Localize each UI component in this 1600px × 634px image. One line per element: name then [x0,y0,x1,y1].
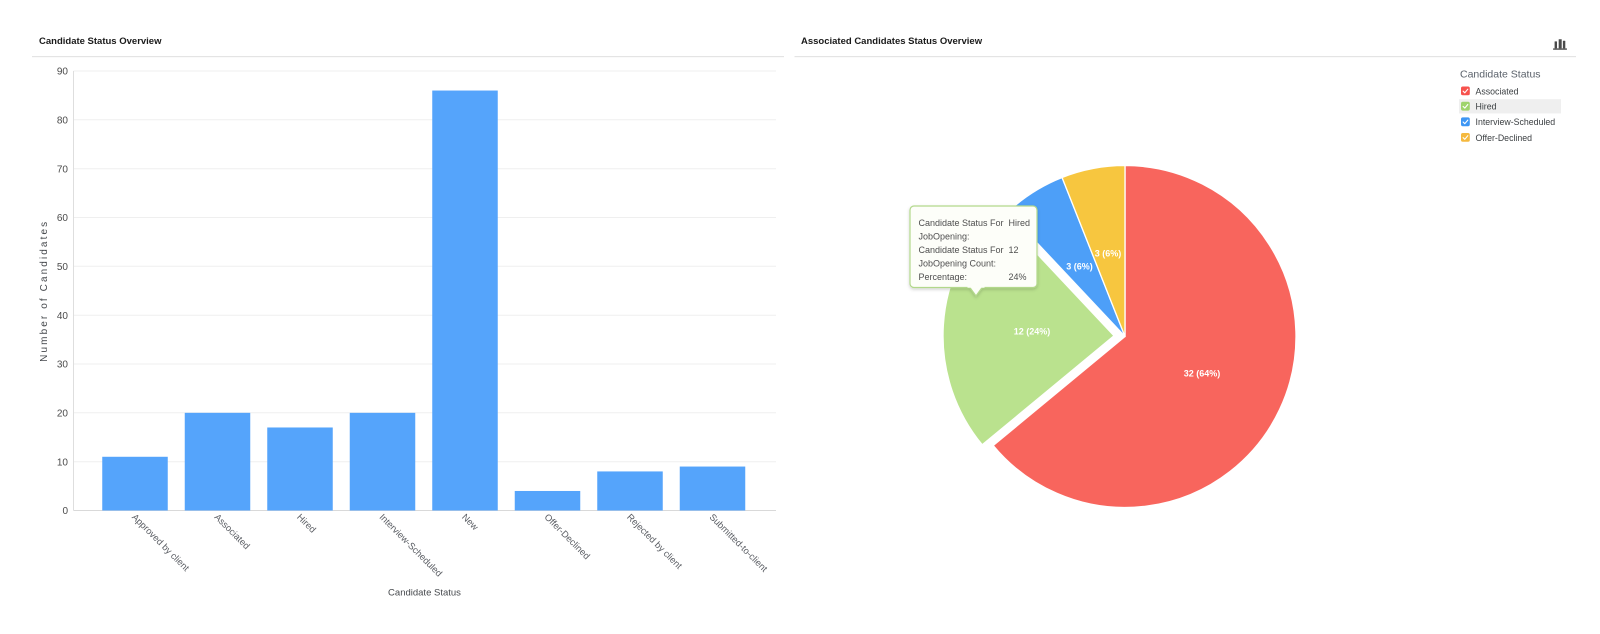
svg-text:Candidate Status For: Candidate Status For [919,245,1004,255]
svg-text:24%: 24% [1009,272,1027,282]
svg-text:Associated Candidates Status O: Associated Candidates Status Overview [801,36,983,47]
svg-text:10: 10 [57,457,69,468]
svg-text:Interview-Scheduled: Interview-Scheduled [1476,117,1556,127]
svg-text:JobOpening:: JobOpening: [919,232,970,242]
svg-text:50: 50 [57,262,69,273]
svg-text:JobOpening Count:: JobOpening Count: [919,259,997,269]
svg-text:Candidate Status Overview: Candidate Status Overview [39,36,162,47]
svg-text:Hired: Hired [1476,102,1497,112]
svg-text:Candidate Status For: Candidate Status For [919,218,1004,228]
svg-text:30: 30 [57,360,69,371]
svg-text:Offer-Declined: Offer-Declined [1476,133,1533,143]
svg-text:0: 0 [62,506,68,517]
svg-text:Associated: Associated [1476,86,1519,96]
svg-text:70: 70 [57,164,69,175]
svg-text:32 (64%): 32 (64%) [1184,369,1221,379]
svg-text:40: 40 [57,311,69,322]
svg-text:12: 12 [1009,245,1019,255]
svg-text:90: 90 [57,67,69,78]
svg-text:Candidate Status: Candidate Status [388,588,461,599]
svg-text:12 (24%): 12 (24%) [1014,327,1051,337]
svg-text:60: 60 [57,213,69,224]
svg-text:Number of Candidates: Number of Candidates [39,220,50,362]
svg-text:20: 20 [57,408,69,419]
svg-text:Percentage:: Percentage: [919,272,968,282]
svg-text:80: 80 [57,115,69,126]
svg-text:Candidate Status: Candidate Status [1460,69,1541,81]
svg-text:Hired: Hired [1009,218,1031,228]
svg-text:3 (6%): 3 (6%) [1066,262,1093,272]
svg-text:3 (6%): 3 (6%) [1095,249,1122,259]
